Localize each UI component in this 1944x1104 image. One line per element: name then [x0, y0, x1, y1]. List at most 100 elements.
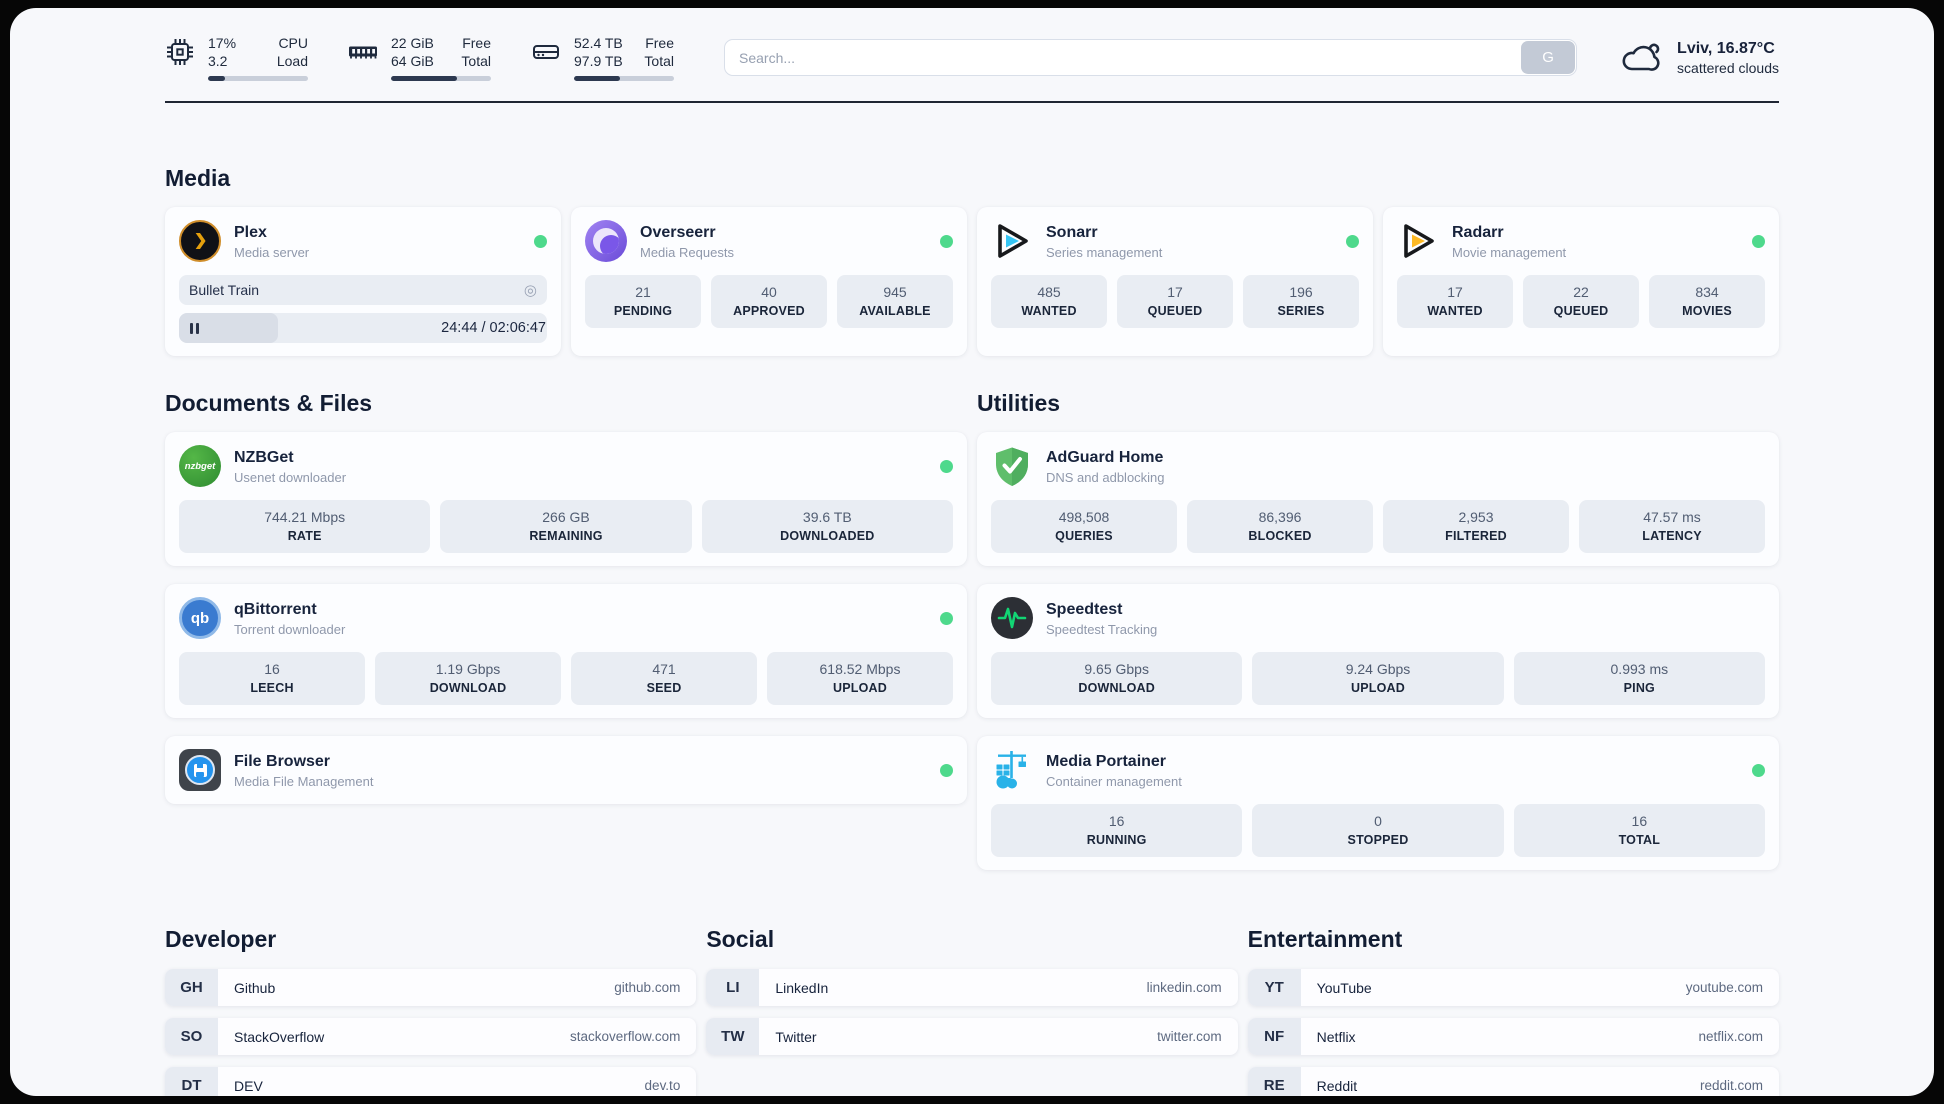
overseerr-card[interactable]: Overseerr Media Requests 21 PENDING 40 A… — [571, 207, 967, 357]
stat-box-wanted: 485 WANTED — [991, 275, 1107, 329]
bookmark-reddit[interactable]: RE Reddit reddit.com — [1247, 1067, 1779, 1096]
search-engine-button[interactable]: G — [1521, 41, 1576, 75]
filebrowser-card[interactable]: File Browser Media File Management — [165, 736, 967, 805]
app-name: Media Portainer — [1046, 752, 1167, 770]
memory-icon — [348, 37, 378, 67]
app-subtitle: Series management — [1046, 244, 1163, 260]
disk-free-label: Free — [645, 35, 674, 51]
stat-box-download: 9.65 Gbps DOWNLOAD — [991, 652, 1243, 706]
sonarr-card[interactable]: Sonarr Series management 485 WANTED 17 Q… — [977, 207, 1373, 357]
status-online-dot — [534, 234, 547, 248]
utilities-section-title: Utilities — [977, 390, 1061, 417]
app-subtitle: Torrent downloader — [234, 621, 346, 637]
playback-time: 24:44 / 02:06:47 — [441, 320, 546, 337]
app-name: AdGuard Home — [1046, 448, 1164, 466]
app-subtitle: Usenet downloader — [234, 469, 347, 485]
speedtest-card[interactable]: Speedtest Speedtest Tracking 9.65 Gbps D… — [977, 584, 1779, 719]
stat-box-seed: 471 SEED — [571, 652, 757, 706]
bookmark-twitter[interactable]: TW Twitter twitter.com — [706, 1018, 1238, 1056]
bookmark-netflix[interactable]: NF Netflix netflix.com — [1247, 1018, 1779, 1056]
cpu-usage-value: 17% — [208, 35, 237, 51]
disk-total-value: 97.9 TB — [574, 53, 623, 70]
stat-box-upload: 9.24 Gbps UPLOAD — [1252, 652, 1504, 706]
cpu-load-label: Load — [276, 53, 308, 70]
app-subtitle: Media File Management — [234, 773, 374, 789]
youtube-abbr-icon: YT — [1247, 969, 1301, 1007]
app-name: Sonarr — [1046, 223, 1098, 241]
app-subtitle: DNS and adblocking — [1046, 469, 1165, 485]
cpu-stat-widget: 17% 3.2 CPU Load — [165, 34, 308, 82]
section-entertainment: Entertainment YT YouTube youtube.com NF … — [1247, 926, 1779, 1096]
overseerr-icon — [585, 220, 627, 263]
stat-box-running: 16 RUNNING — [991, 804, 1243, 858]
status-online-dot — [1752, 234, 1765, 248]
netflix-abbr-icon: NF — [1247, 1018, 1301, 1056]
stat-box-remaining: 266 GB REMAINING — [440, 500, 692, 554]
plex-playback-bar[interactable]: 24:44 / 02:06:47 — [179, 313, 547, 344]
documents-section-title: Documents & Files — [165, 390, 373, 417]
dev-abbr-icon: DT — [165, 1067, 218, 1096]
stat-box-ping: 0.993 ms PING — [1513, 652, 1765, 706]
bookmark-github[interactable]: GH Github github.com — [165, 969, 697, 1007]
status-online-dot — [1752, 763, 1765, 777]
stat-box-stopped: 0 STOPPED — [1252, 804, 1504, 858]
stat-box-series: 196 SERIES — [1243, 275, 1359, 329]
pause-icon[interactable] — [190, 322, 199, 334]
developer-section-title: Developer — [165, 926, 277, 953]
bookmark-linkedin[interactable]: LI LinkedIn linkedin.com — [706, 969, 1238, 1007]
bookmark-dev[interactable]: DT DEV dev.to — [165, 1067, 697, 1096]
adguard-card[interactable]: AdGuard Home DNS and adblocking 498,508 … — [977, 432, 1779, 567]
status-online-dot — [1346, 234, 1359, 248]
cpu-label: CPU — [278, 35, 308, 51]
portainer-card[interactable]: Media Portainer Container management 16 … — [977, 736, 1779, 871]
adguard-icon — [991, 445, 1033, 487]
cpu-icon — [165, 37, 195, 67]
stat-box-download: 1.19 Gbps DOWNLOAD — [375, 652, 561, 706]
stat-box-queued: 22 QUEUED — [1523, 275, 1639, 329]
stat-box-upload: 618.52 Mbps UPLOAD — [767, 652, 953, 706]
memory-stat-widget: 22 GiB 64 GiB Free Total — [348, 34, 491, 82]
cpu-load-value: 3.2 — [208, 53, 228, 70]
twitter-abbr-icon: TW — [706, 1018, 760, 1056]
stat-box-blocked: 86,396 BLOCKED — [1187, 500, 1373, 554]
section-social: Social LI LinkedIn linkedin.com TW Twitt… — [706, 926, 1238, 1056]
plex-card[interactable]: Plex Media server Bullet Train ◎ 24:44 /… — [165, 207, 561, 357]
disk-progress-bar — [574, 76, 674, 82]
plex-icon — [179, 220, 221, 263]
weather-location-temp: Lviv, 16.87°C — [1677, 39, 1775, 57]
disk-stat-widget: 52.4 TB 97.9 TB Free Total — [531, 34, 674, 82]
memory-free-label: Free — [462, 35, 491, 51]
memory-total-value: 64 GiB — [391, 53, 434, 70]
stat-box-leech: 16 LEECH — [179, 652, 365, 706]
status-online-dot — [940, 611, 953, 625]
stat-box-rate: 744.21 Mbps RATE — [179, 500, 431, 554]
weather-condition: scattered clouds — [1677, 59, 1779, 76]
stat-box-total: 16 TOTAL — [1513, 804, 1765, 858]
memory-progress-bar — [391, 76, 491, 82]
section-documents: Documents & Files nzbget NZBGet Usenet d… — [165, 390, 967, 870]
app-name: qBittorrent — [234, 600, 317, 618]
section-developer: Developer GH Github github.com SO StackO… — [165, 926, 697, 1096]
speedtest-icon — [991, 597, 1033, 640]
nzbget-icon: nzbget — [179, 445, 221, 488]
qbittorrent-card[interactable]: qb qBittorrent Torrent downloader 16 LEE… — [165, 584, 967, 719]
search-input[interactable] — [724, 39, 1578, 77]
app-name: Overseerr — [640, 223, 716, 241]
stackoverflow-abbr-icon: SO — [165, 1018, 218, 1056]
nzbget-card[interactable]: nzbget NZBGet Usenet downloader 744.21 M… — [165, 432, 967, 567]
app-subtitle: Speedtest Tracking — [1046, 621, 1158, 637]
status-online-dot — [940, 763, 953, 777]
disk-icon — [531, 37, 561, 67]
app-name: File Browser — [234, 752, 331, 770]
stat-box-approved: 40 APPROVED — [711, 275, 827, 329]
memory-total-label: Total — [461, 53, 491, 70]
bookmark-youtube[interactable]: YT YouTube youtube.com — [1247, 969, 1779, 1007]
bookmark-stackoverflow[interactable]: SO StackOverflow stackoverflow.com — [165, 1018, 697, 1056]
radarr-card[interactable]: Radarr Movie management 17 WANTED 22 QUE… — [1383, 207, 1779, 357]
top-bar: 17% 3.2 CPU Load — [165, 34, 1779, 82]
stat-box-wanted: 17 WANTED — [1397, 275, 1513, 329]
stat-box-queued: 17 QUEUED — [1117, 275, 1233, 329]
record-target-icon: ◎ — [523, 282, 537, 300]
disk-free-value: 52.4 TB — [574, 35, 623, 51]
status-online-dot — [940, 234, 953, 248]
